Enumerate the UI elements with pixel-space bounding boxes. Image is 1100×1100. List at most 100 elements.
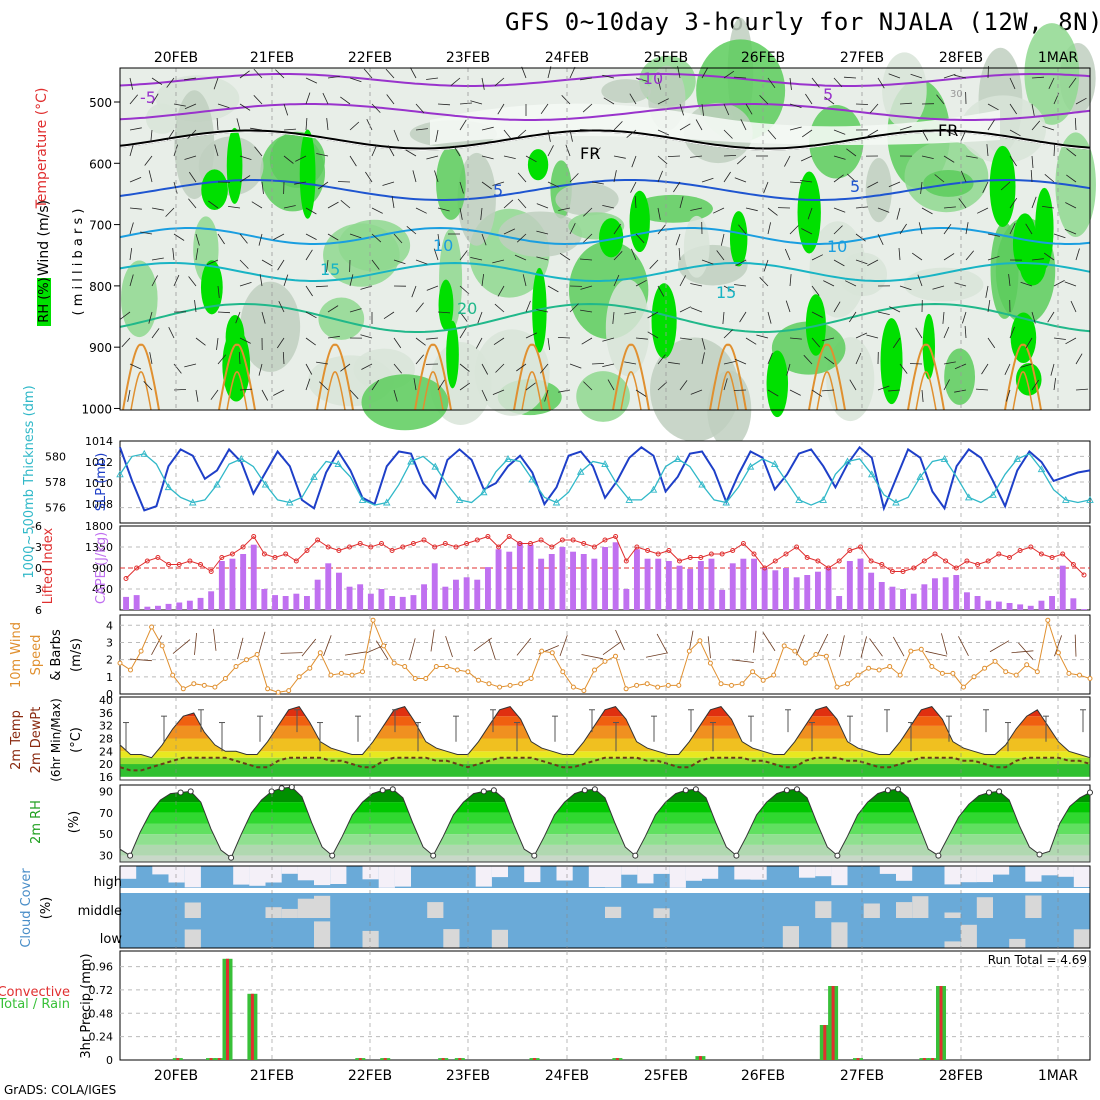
cape-bar [133, 595, 140, 610]
cloud-layer-gap [993, 866, 1010, 875]
lifted-index-point [442, 541, 448, 546]
cape-bar [410, 595, 417, 610]
wind-speed-point [1045, 617, 1051, 623]
wind-barb [824, 96, 835, 105]
wind-barb [411, 285, 417, 298]
wind-barb [148, 311, 153, 324]
wind-barb [569, 173, 579, 183]
wind-barb [129, 177, 142, 183]
wind-barb [811, 285, 820, 296]
rh-shade [601, 79, 651, 104]
cape-bar [708, 558, 715, 610]
wind-barb [679, 380, 688, 391]
wind-barb [559, 252, 571, 261]
wind-barb [657, 98, 669, 105]
wind-barbs-axis-label: & Barbs [49, 629, 64, 681]
wind-speed-point [855, 672, 861, 678]
wind-barb [657, 354, 666, 365]
cloud-layer-gap [831, 922, 848, 948]
wind-barb [349, 308, 362, 313]
rh-point [581, 787, 588, 794]
temperature-axis-label: Temperature (°C) [34, 88, 50, 210]
contour-temp-5 [119, 179, 1091, 201]
date-label-top: 23FEB [446, 50, 490, 66]
cloud-layer-gap [799, 866, 816, 878]
cape-bar [591, 558, 598, 610]
wind-barb [495, 363, 505, 373]
wind-speed-point [528, 676, 534, 681]
wind-barb [1070, 300, 1077, 313]
wind-barb [580, 309, 593, 313]
thickness-point [770, 460, 779, 468]
wind-barb [821, 389, 835, 392]
wind-barb [129, 77, 134, 90]
thickness-point [625, 495, 634, 503]
wind-barb-10m [1011, 650, 1034, 654]
wind-barb [261, 389, 269, 401]
temp-tick-label: 36 [99, 707, 113, 720]
thickness-point [310, 472, 318, 480]
wind-barb [195, 233, 200, 246]
wind-speed-point [286, 688, 292, 694]
wind-barb [767, 311, 772, 324]
wind-barb [867, 259, 879, 266]
cape-bar [995, 601, 1002, 610]
thickness-point [673, 454, 682, 462]
wind-speed-point [887, 664, 893, 669]
wind-barb [629, 93, 637, 105]
lifted-index-point [166, 562, 172, 567]
wind-barb [591, 363, 605, 365]
wind-barb [547, 285, 559, 293]
cape-bar [495, 549, 502, 610]
rh-shade-high [1010, 312, 1037, 363]
lifted-index-point [251, 534, 257, 539]
contour-temp-minus5 [119, 103, 1091, 121]
wind-barb [716, 250, 725, 261]
rh-shade [436, 146, 466, 220]
rh-point [430, 852, 437, 859]
wind-barb [807, 207, 813, 220]
wind-barb [340, 199, 351, 209]
cloud-layer-gap [896, 866, 913, 881]
cloud-layer-gap [1073, 866, 1090, 887]
cape-bar [665, 561, 672, 610]
cape-bar [155, 605, 161, 610]
wind-barb [667, 155, 681, 157]
wind-speed-point [781, 643, 787, 649]
wind-barb [943, 379, 950, 391]
cloud-layer-gap [265, 866, 282, 883]
lifted-index-point [410, 541, 416, 546]
wind-speed-point [275, 689, 281, 695]
wind-barb [580, 285, 593, 290]
wind-barb [784, 248, 791, 261]
wind-barb [887, 389, 901, 392]
run-total-label: Run Total = 4.69 [988, 953, 1087, 967]
cape-bar [761, 568, 768, 610]
wind-barb [789, 103, 802, 108]
cloud-layer-gap [912, 896, 929, 918]
wind-barb [540, 103, 549, 115]
rh-point [682, 787, 689, 794]
footer-credit: GrADS: COLA/IGES [4, 1083, 117, 1097]
rh-shade [944, 348, 976, 405]
wind-barb [283, 128, 297, 131]
lifted-index-point [474, 537, 480, 543]
wind-barb [459, 285, 470, 295]
lifted-index-point [134, 565, 140, 571]
wind-barb [337, 181, 351, 183]
cape-bar [431, 563, 438, 610]
lifted-index-point [198, 562, 203, 567]
wind-speed-point [961, 684, 966, 690]
wind-barb [877, 207, 890, 213]
cape-bar [548, 554, 555, 610]
wind-barb [569, 223, 576, 235]
wind-barb [481, 181, 492, 190]
wind-barb [899, 363, 908, 374]
date-label-bottom: 21FEB [250, 1068, 294, 1084]
rh-point [228, 854, 235, 861]
wind-barb [517, 198, 527, 209]
lifted-index-point [389, 548, 395, 553]
wind-barb [517, 172, 527, 183]
wind-barb [1006, 389, 1011, 402]
wind-speed-point [317, 650, 323, 656]
